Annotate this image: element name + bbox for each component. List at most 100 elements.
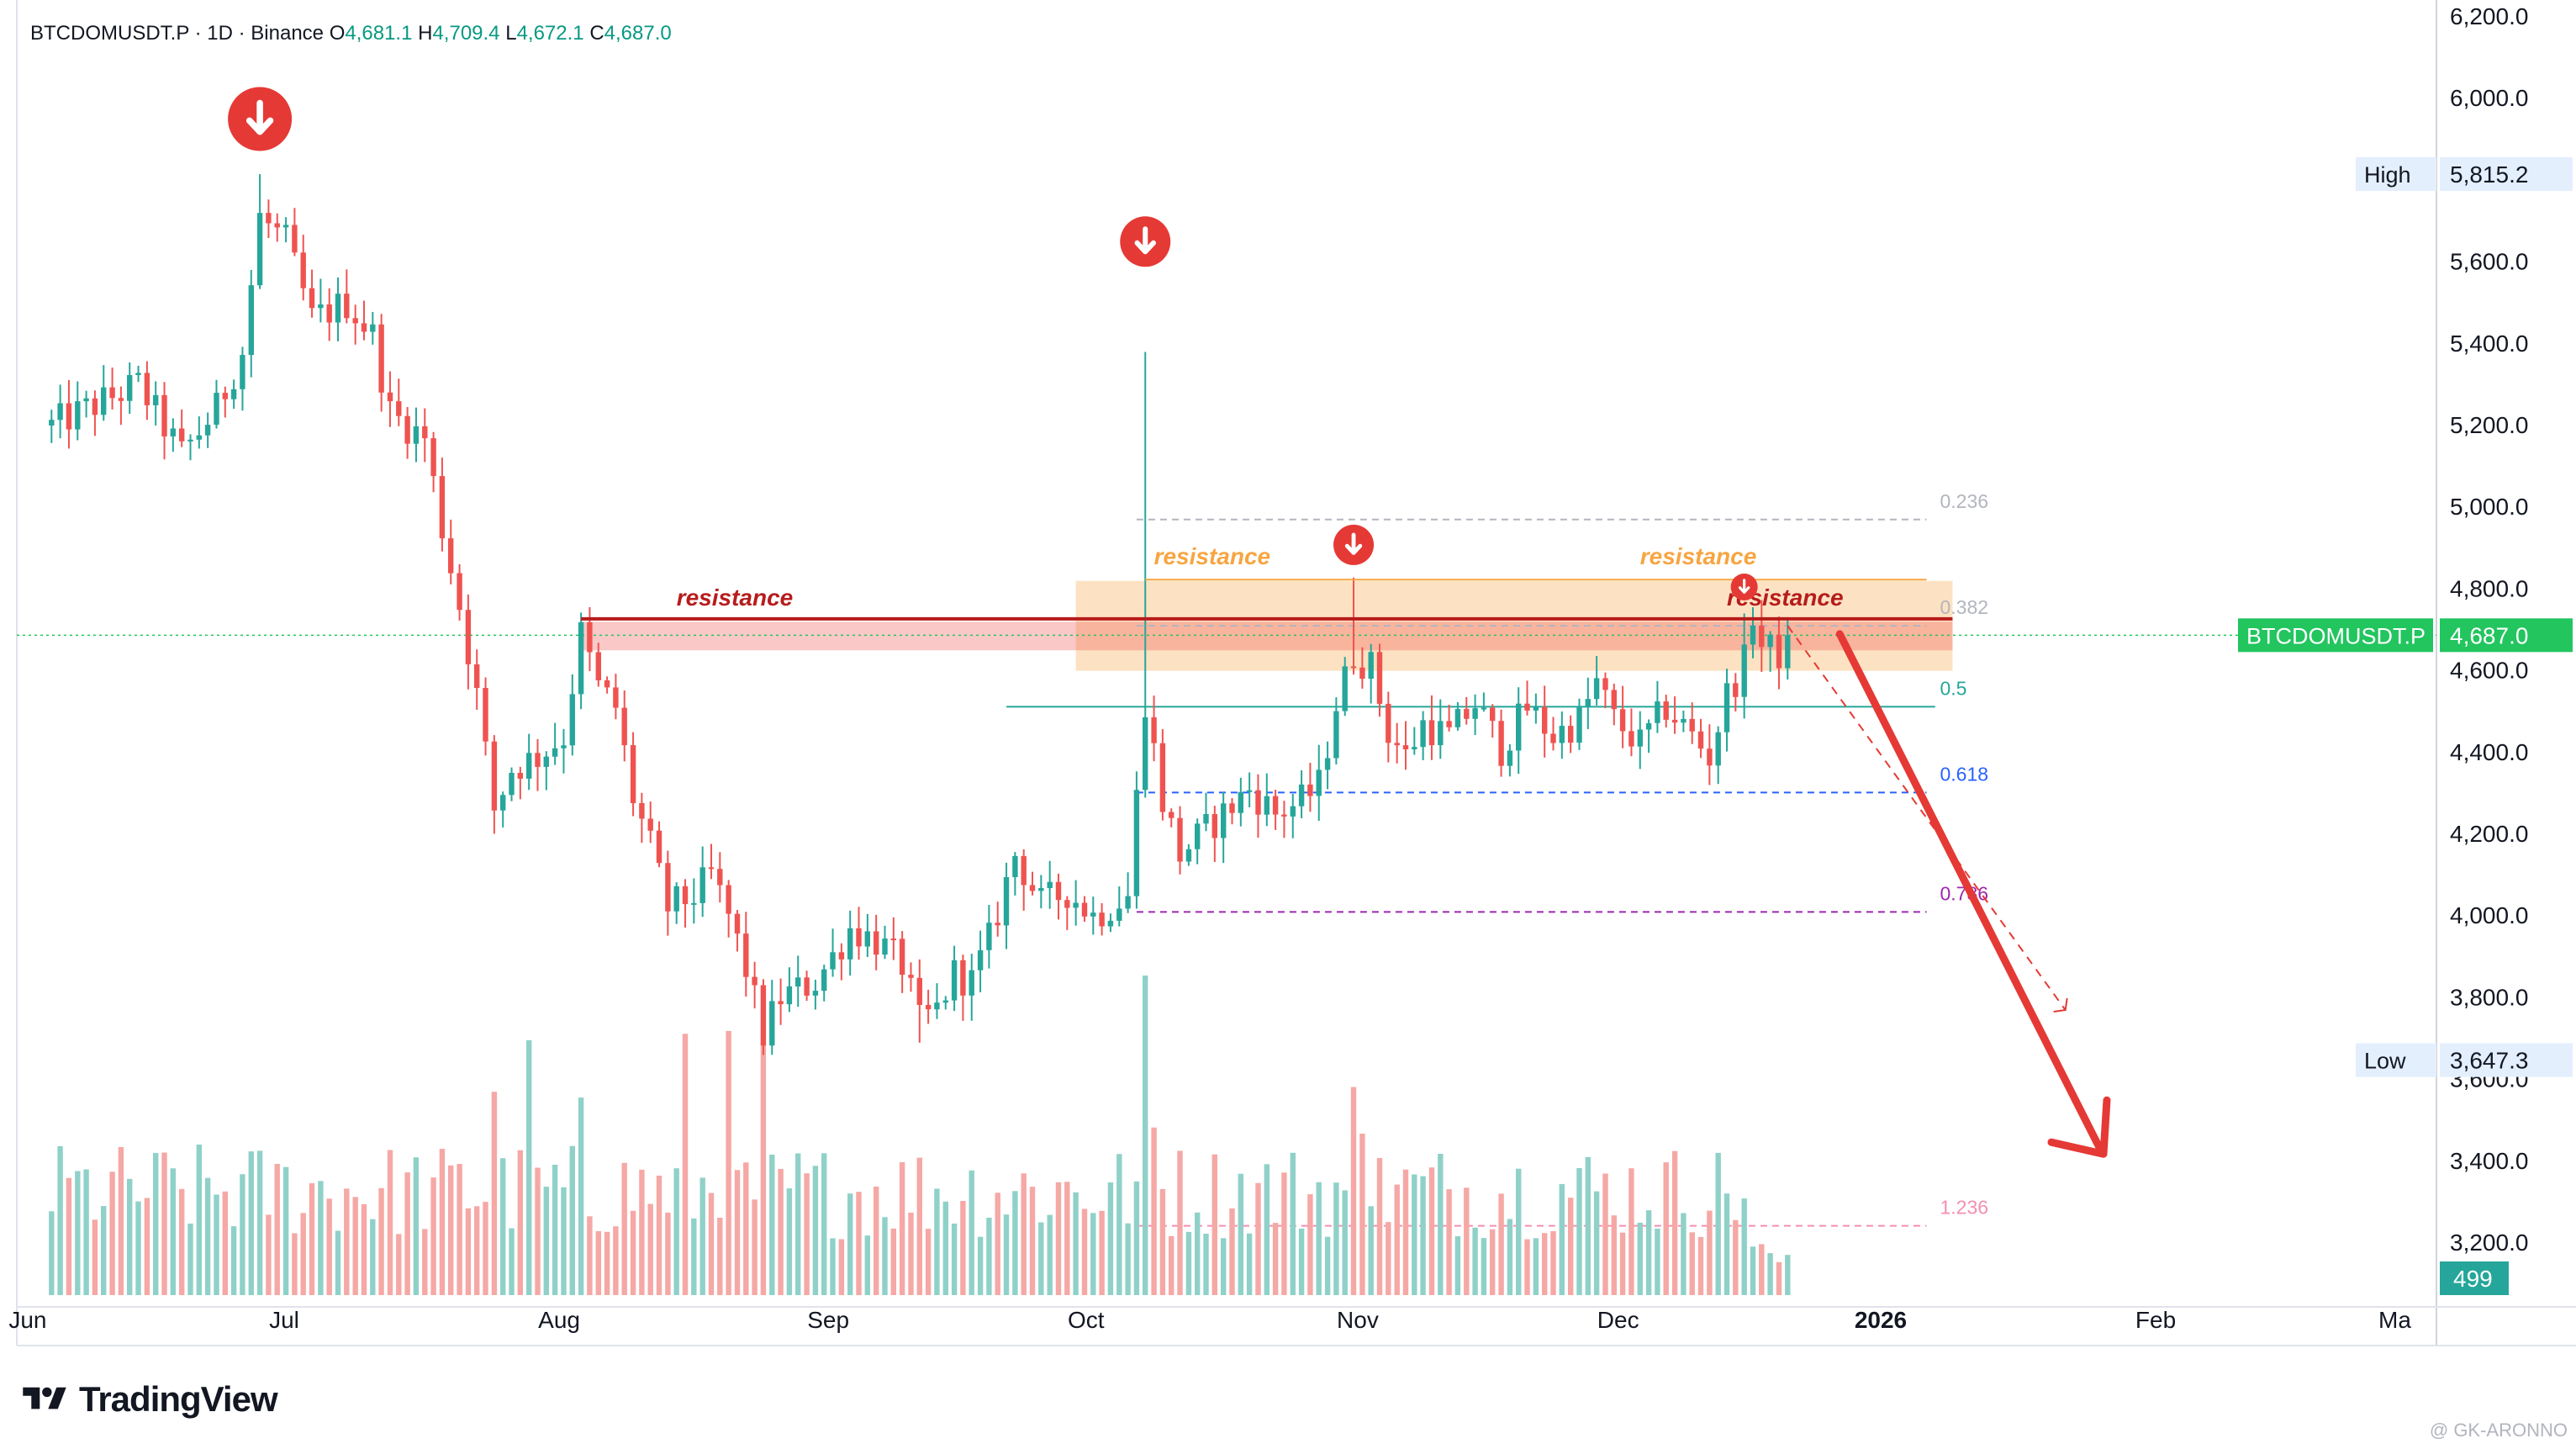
candle-body[interactable] — [483, 688, 488, 742]
candle-body[interactable] — [1464, 709, 1470, 719]
candle-body[interactable] — [1090, 912, 1096, 917]
candle-body[interactable] — [396, 401, 402, 416]
candle-body[interactable] — [874, 931, 879, 955]
candle-body[interactable] — [526, 753, 532, 779]
candle-body[interactable] — [1107, 920, 1114, 927]
candle-body[interactable] — [1498, 721, 1504, 766]
candle-body[interactable] — [500, 795, 506, 811]
candle-body[interactable] — [1125, 896, 1131, 909]
candle-body[interactable] — [908, 975, 914, 978]
candle-body[interactable] — [1707, 748, 1713, 766]
candle-body[interactable] — [1681, 718, 1687, 723]
candle-body[interactable] — [292, 225, 298, 253]
candle-body[interactable] — [717, 869, 723, 886]
candle-body[interactable] — [1741, 644, 1747, 697]
candle-body[interactable] — [1073, 902, 1079, 908]
candle-body[interactable] — [578, 621, 584, 695]
candle-body[interactable] — [951, 960, 958, 1001]
candles-layer[interactable] — [49, 174, 1791, 1055]
candle-body[interactable] — [57, 403, 63, 420]
candle-body[interactable] — [830, 952, 836, 970]
candle-body[interactable] — [187, 439, 193, 442]
candle-body[interactable] — [1021, 855, 1027, 886]
candle-body[interactable] — [1099, 912, 1105, 927]
candle-body[interactable] — [135, 373, 141, 375]
candle-body[interactable] — [1081, 902, 1088, 917]
candle-body[interactable] — [457, 573, 462, 611]
candle-body[interactable] — [639, 803, 645, 819]
candle-body[interactable] — [1177, 817, 1183, 862]
candle-body[interactable] — [621, 707, 627, 746]
candle-body[interactable] — [734, 913, 741, 934]
candle-body[interactable] — [1507, 750, 1513, 766]
candle-body[interactable] — [1568, 726, 1574, 743]
last-price-badge[interactable] — [2440, 618, 2573, 653]
candle-body[interactable] — [430, 438, 436, 477]
candle-body[interactable] — [569, 694, 575, 746]
candle-body[interactable] — [1637, 729, 1643, 747]
candle-body[interactable] — [179, 428, 185, 442]
candle-body[interactable] — [656, 830, 662, 864]
candle-body[interactable] — [916, 977, 922, 1005]
candle-body[interactable] — [230, 389, 237, 399]
candle-body[interactable] — [960, 960, 966, 996]
candle-body[interactable] — [1255, 790, 1261, 815]
candle-body[interactable] — [422, 426, 428, 439]
symbol-price-badge[interactable] — [2238, 618, 2433, 653]
candle-body[interactable] — [613, 687, 619, 708]
candle-body[interactable] — [543, 756, 549, 767]
candle-body[interactable] — [838, 952, 845, 960]
candle-body[interactable] — [1350, 666, 1357, 669]
candle-body[interactable] — [1038, 888, 1044, 891]
candle-body[interactable] — [1576, 706, 1582, 743]
candle-body[interactable] — [821, 969, 827, 992]
candle-body[interactable] — [1454, 709, 1461, 727]
candle-body[interactable] — [1221, 803, 1227, 838]
candle-body[interactable] — [682, 886, 689, 905]
candle-body[interactable] — [1159, 743, 1166, 812]
candle-body[interactable] — [1238, 791, 1243, 813]
candle-body[interactable] — [274, 223, 280, 228]
candle-body[interactable] — [1290, 806, 1296, 817]
candle-body[interactable] — [847, 928, 853, 960]
candle-body[interactable] — [1550, 733, 1556, 743]
candle-body[interactable] — [1412, 747, 1417, 749]
axes-layer[interactable]: 6,200.06,000.05,800.05,600.05,400.05,200… — [8, 3, 2573, 1333]
candle-body[interactable] — [240, 355, 245, 389]
candle-body[interactable] — [83, 398, 89, 402]
tradingview-brand[interactable]: TradingView — [18, 1376, 278, 1423]
candle-body[interactable] — [1420, 720, 1426, 748]
candle-body[interactable] — [1195, 823, 1201, 849]
candle-body[interactable] — [1602, 678, 1608, 690]
candle-body[interactable] — [726, 885, 731, 914]
candle-body[interactable] — [300, 252, 306, 288]
candle-body[interactable] — [161, 394, 167, 436]
candle-body[interactable] — [1298, 784, 1305, 806]
candle-body[interactable] — [934, 1002, 940, 1010]
symbol-name[interactable]: BTCDOMUSDT.P — [30, 22, 189, 45]
candle-body[interactable] — [1133, 790, 1140, 896]
candle-body[interactable] — [92, 398, 98, 415]
candle-body[interactable] — [804, 977, 810, 996]
candle-body[interactable] — [1368, 652, 1374, 679]
candle-body[interactable] — [1715, 732, 1721, 766]
candle-body[interactable] — [1663, 701, 1669, 720]
candle-body[interactable] — [630, 745, 636, 803]
candle-body[interactable] — [1203, 814, 1209, 824]
candle-body[interactable] — [969, 970, 974, 996]
candle-body[interactable] — [309, 288, 315, 309]
candle-body[interactable] — [1785, 635, 1791, 669]
candle-body[interactable] — [1307, 784, 1313, 796]
candle-body[interactable] — [352, 318, 358, 324]
candle-body[interactable] — [812, 991, 819, 996]
candle-body[interactable] — [1229, 803, 1235, 813]
candle-body[interactable] — [204, 425, 211, 436]
candle-body[interactable] — [1428, 720, 1435, 746]
candle-body[interactable] — [1645, 722, 1652, 730]
candle-body[interactable] — [1524, 703, 1530, 711]
candle-body[interactable] — [673, 886, 679, 912]
candle-body[interactable] — [890, 939, 896, 940]
candle-body[interactable] — [535, 753, 541, 767]
candle-body[interactable] — [769, 1001, 775, 1046]
candle-body[interactable] — [1055, 881, 1062, 901]
